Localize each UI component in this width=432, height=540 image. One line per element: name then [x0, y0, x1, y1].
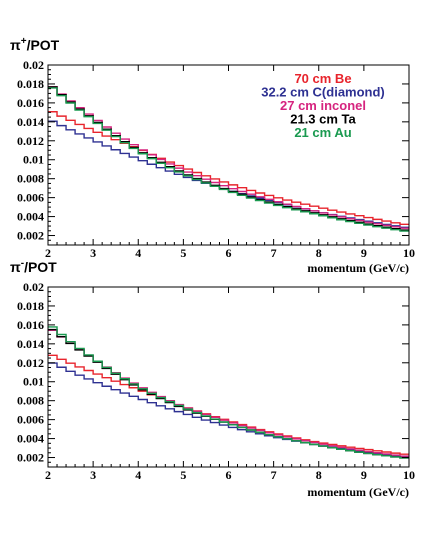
legend-entry-4: 21.3 cm Ta: [290, 112, 356, 127]
x-tick-label: 2: [45, 246, 51, 260]
x-tick-label: 7: [271, 246, 277, 260]
x-tick-label: 5: [180, 246, 186, 260]
y-tick-label: 0.014: [17, 115, 44, 129]
y-tick-label: 0.016: [17, 96, 44, 110]
y-tick-label: 0.012: [17, 356, 44, 370]
series-line-4: [48, 328, 409, 459]
y-tick-label: 0.012: [17, 134, 44, 148]
y-tick-label: 0.008: [17, 172, 44, 186]
y-axis-title: π-/POT: [10, 258, 57, 275]
y-tick-label: 0.01: [23, 375, 44, 389]
x-axis-title: momentum (GeV/c): [307, 261, 409, 275]
series-line-3: [48, 329, 409, 457]
x-tick-label: 8: [316, 468, 322, 482]
x-tick-label: 2: [45, 468, 51, 482]
legend-entry-3: 27 cm inconel: [280, 98, 366, 113]
x-axis-title: momentum (GeV/c): [307, 485, 409, 499]
y-tick-label: 0.004: [17, 432, 44, 446]
series-line-5: [48, 326, 409, 459]
x-tick-label: 4: [135, 468, 141, 482]
series-line-1: [48, 354, 409, 455]
x-tick-label: 3: [90, 468, 96, 482]
y-tick-label: 0.018: [17, 77, 44, 91]
x-tick-label: 9: [361, 468, 367, 482]
x-tick-label: 10: [403, 468, 415, 482]
x-tick-label: 9: [361, 246, 367, 260]
y-axis-title: π+/POT: [10, 36, 60, 53]
y-tick-label: 0.014: [17, 337, 44, 351]
x-tick-label: 10: [403, 246, 415, 260]
y-tick-label: 0.016: [17, 318, 44, 332]
y-tick-label: 0.008: [17, 394, 44, 408]
y-tick-label: 0.006: [17, 191, 44, 205]
x-tick-label: 4: [135, 246, 141, 260]
y-tick-label: 0.006: [17, 413, 44, 427]
y-tick-label: 0.02: [23, 280, 44, 294]
x-tick-label: 5: [180, 468, 186, 482]
legend-entry-5: 21 cm Au: [294, 125, 351, 140]
y-tick-label: 0.004: [17, 210, 44, 224]
x-tick-label: 6: [226, 468, 232, 482]
legend-entry-2: 32.2 cm C(diamond): [261, 85, 385, 100]
series-line-5: [48, 87, 409, 232]
x-tick-label: 7: [271, 468, 277, 482]
legend-entry-1: 70 cm Be: [294, 71, 351, 86]
x-tick-label: 3: [90, 246, 96, 260]
y-tick-label: 0.002: [17, 229, 44, 243]
chart-panel-2: 2 3 4 5 6 7 8 9 10 0.002 0.004 0.006 0.008 0.01 0.012 0…: [10, 258, 415, 499]
y-tick-label: 0.01: [23, 153, 44, 167]
series-line-2: [48, 120, 409, 228]
chart-panel-1: 2 3 4 5 6 7 8 9 10 0.002 0.004 0.006 0.008 0.01 0.012 0…: [10, 36, 415, 275]
y-tick-label: 0.002: [17, 451, 44, 465]
x-tick-label: 6: [226, 246, 232, 260]
y-tick-label: 0.018: [17, 299, 44, 313]
y-tick-label: 0.02: [23, 58, 44, 72]
x-tick-label: 8: [316, 246, 322, 260]
